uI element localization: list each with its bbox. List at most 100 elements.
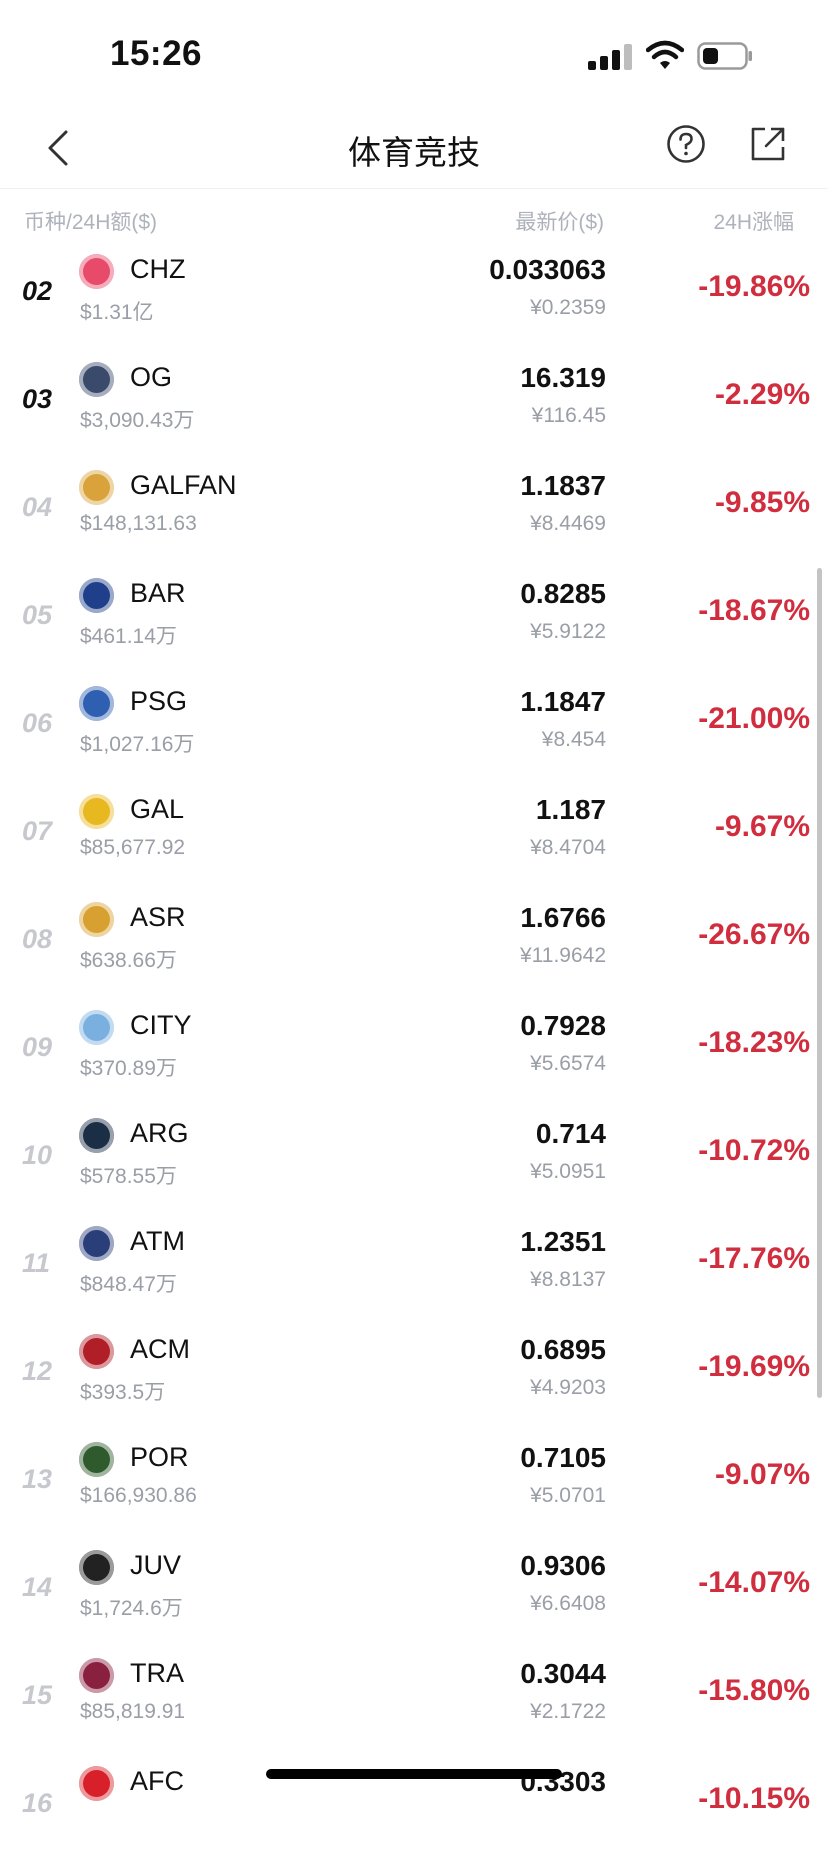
coin-price: 1.1837	[520, 470, 606, 501]
coin-row[interactable]: 15 TRA $85,819.91 0.3044 ¥2.1722 -15.80%	[0, 1648, 828, 1756]
coin-symbol: POR	[130, 1442, 189, 1472]
coin-logo-icon	[79, 1766, 114, 1801]
coin-price: 0.714	[535, 1118, 606, 1149]
coin-price-cny: ¥8.4469	[530, 512, 606, 535]
coin-symbol: PSG	[130, 686, 188, 716]
coin-price-cny: ¥2.1722	[530, 1700, 606, 1723]
coin-price: 16.319	[520, 362, 606, 393]
coin-row[interactable]: 02 CHZ $1.31亿 0.033063 ¥0.2359 -19.86%	[0, 244, 828, 352]
coin-24h-volume: $3,090.43万	[80, 409, 195, 432]
coin-price: 0.9306	[520, 1550, 606, 1581]
coin-symbol: TRA	[130, 1658, 184, 1688]
help-icon[interactable]	[666, 124, 706, 164]
rank-number: 06	[22, 708, 53, 738]
coin-price: 0.7928	[520, 1010, 606, 1041]
coin-logo-icon	[79, 1226, 114, 1261]
home-indicator[interactable]	[266, 1769, 562, 1779]
coin-24h-change: -9.67%	[714, 810, 810, 843]
coin-24h-volume: $1.31亿	[80, 301, 154, 324]
coin-24h-change: -10.15%	[698, 1782, 810, 1815]
coin-symbol: CHZ	[130, 254, 186, 284]
coin-row[interactable]: 08 ASR $638.66万 1.6766 ¥11.9642 -26.67%	[0, 892, 828, 1000]
rank-number: 04	[22, 492, 53, 522]
coin-24h-volume: $85,677.92	[80, 836, 186, 859]
coin-price: 0.8285	[520, 578, 606, 609]
coin-24h-volume: $578.55万	[80, 1165, 177, 1188]
coin-price-cny: ¥5.0701	[530, 1484, 606, 1507]
coin-logo-icon	[79, 1658, 114, 1693]
coin-price: 1.2351	[520, 1226, 606, 1257]
coin-price-cny: ¥8.454	[541, 728, 606, 751]
coin-row[interactable]: 11 ATM $848.47万 1.2351 ¥8.8137 -17.76%	[0, 1216, 828, 1324]
coin-row[interactable]: 14 JUV $1,724.6万 0.9306 ¥6.6408 -14.07%	[0, 1540, 828, 1648]
column-header-24h-change[interactable]: 24H涨幅	[713, 211, 794, 234]
coin-price-cny: ¥8.8137	[530, 1268, 606, 1291]
coin-price: 0.033063	[489, 254, 606, 285]
coin-logo-icon	[79, 686, 114, 721]
coin-price-cny: ¥116.45	[531, 404, 606, 427]
coin-24h-change: -19.69%	[698, 1350, 810, 1383]
rank-number: 13	[22, 1464, 53, 1494]
coin-row[interactable]: 06 PSG $1,027.16万 1.1847 ¥8.454 -21.00%	[0, 676, 828, 784]
coin-price-cny: ¥5.9122	[530, 620, 606, 643]
rank-number: 03	[22, 384, 53, 414]
coin-logo-icon	[79, 1334, 114, 1369]
coin-24h-change: -19.86%	[698, 270, 810, 303]
coin-symbol: OG	[130, 362, 173, 392]
scrollbar[interactable]	[817, 568, 822, 1398]
coin-price: 0.7105	[520, 1442, 606, 1473]
rank-number: 10	[22, 1140, 53, 1170]
coin-price-cny: ¥5.6574	[530, 1052, 606, 1075]
rank-number: 12	[22, 1356, 53, 1386]
share-icon[interactable]	[749, 125, 787, 163]
coin-row[interactable]: 09 CITY $370.89万 0.7928 ¥5.6574 -18.23%	[0, 1000, 828, 1108]
coin-24h-change: -2.29%	[714, 378, 810, 411]
column-header-latest-price[interactable]: 最新价($)	[515, 211, 604, 234]
coin-row[interactable]: 10 ARG $578.55万 0.714 ¥5.0951 -10.72%	[0, 1108, 828, 1216]
coin-24h-change: -26.67%	[698, 918, 810, 951]
coin-row[interactable]: 07 GAL $85,677.92 1.187 ¥8.4704 -9.67%	[0, 784, 828, 892]
rank-number: 09	[22, 1032, 53, 1062]
rank-number: 05	[22, 600, 53, 630]
coin-logo-icon	[79, 254, 114, 289]
coin-symbol: GALFAN	[130, 470, 237, 500]
coin-symbol: BAR	[130, 578, 186, 608]
coin-row[interactable]: 05 BAR $461.14万 0.8285 ¥5.9122 -18.67%	[0, 568, 828, 676]
coin-24h-change: -15.80%	[698, 1674, 810, 1707]
coin-price-cny: ¥11.9642	[519, 944, 606, 967]
rank-number: 07	[22, 816, 53, 846]
coin-row[interactable]: 13 POR $166,930.86 0.7105 ¥5.0701 -9.07%	[0, 1432, 828, 1540]
coin-24h-volume: $148,131.63	[80, 512, 197, 535]
coin-24h-volume: $85,819.91	[80, 1700, 186, 1723]
coin-logo-icon	[79, 1442, 114, 1477]
coin-24h-volume: $370.89万	[80, 1057, 177, 1080]
coin-24h-volume: $166,930.86	[80, 1484, 197, 1507]
coin-24h-volume: $393.5万	[80, 1381, 166, 1404]
coin-logo-icon	[79, 902, 114, 937]
rank-number: 15	[22, 1680, 53, 1710]
coin-24h-change: -17.76%	[698, 1242, 810, 1275]
coin-24h-volume: $638.66万	[80, 949, 177, 972]
coin-symbol: JUV	[130, 1550, 182, 1580]
coin-row[interactable]: 12 ACM $393.5万 0.6895 ¥4.9203 -19.69%	[0, 1324, 828, 1432]
coin-price: 1.6766	[520, 902, 606, 933]
column-header-coin-volume[interactable]: 币种/24H额($)	[24, 211, 158, 234]
status-time: 15:26	[110, 34, 203, 73]
coin-logo-icon	[79, 794, 114, 829]
coin-symbol: ATM	[130, 1226, 185, 1256]
coin-symbol: ARG	[130, 1118, 189, 1148]
coin-logo-icon	[79, 1550, 114, 1585]
coin-symbol: ASR	[130, 902, 186, 932]
page-title: 体育竞技	[348, 134, 480, 171]
status-bar: 15:26	[0, 0, 828, 110]
coin-24h-change: -9.07%	[714, 1458, 810, 1491]
coin-row[interactable]: 04 GALFAN $148,131.63 1.1837 ¥8.4469 -9.85%	[0, 460, 828, 568]
back-chevron-icon[interactable]	[40, 128, 80, 168]
coin-price: 0.3044	[520, 1658, 606, 1689]
coin-symbol: AFC	[130, 1766, 184, 1796]
coin-row[interactable]: 03 OG $3,090.43万 16.319 ¥116.45 -2.29%	[0, 352, 828, 460]
coin-24h-volume: $848.47万	[80, 1273, 177, 1296]
nav-bar: 体育竞技	[0, 110, 828, 189]
rank-number: 14	[22, 1572, 53, 1602]
coin-price: 1.1847	[520, 686, 606, 717]
